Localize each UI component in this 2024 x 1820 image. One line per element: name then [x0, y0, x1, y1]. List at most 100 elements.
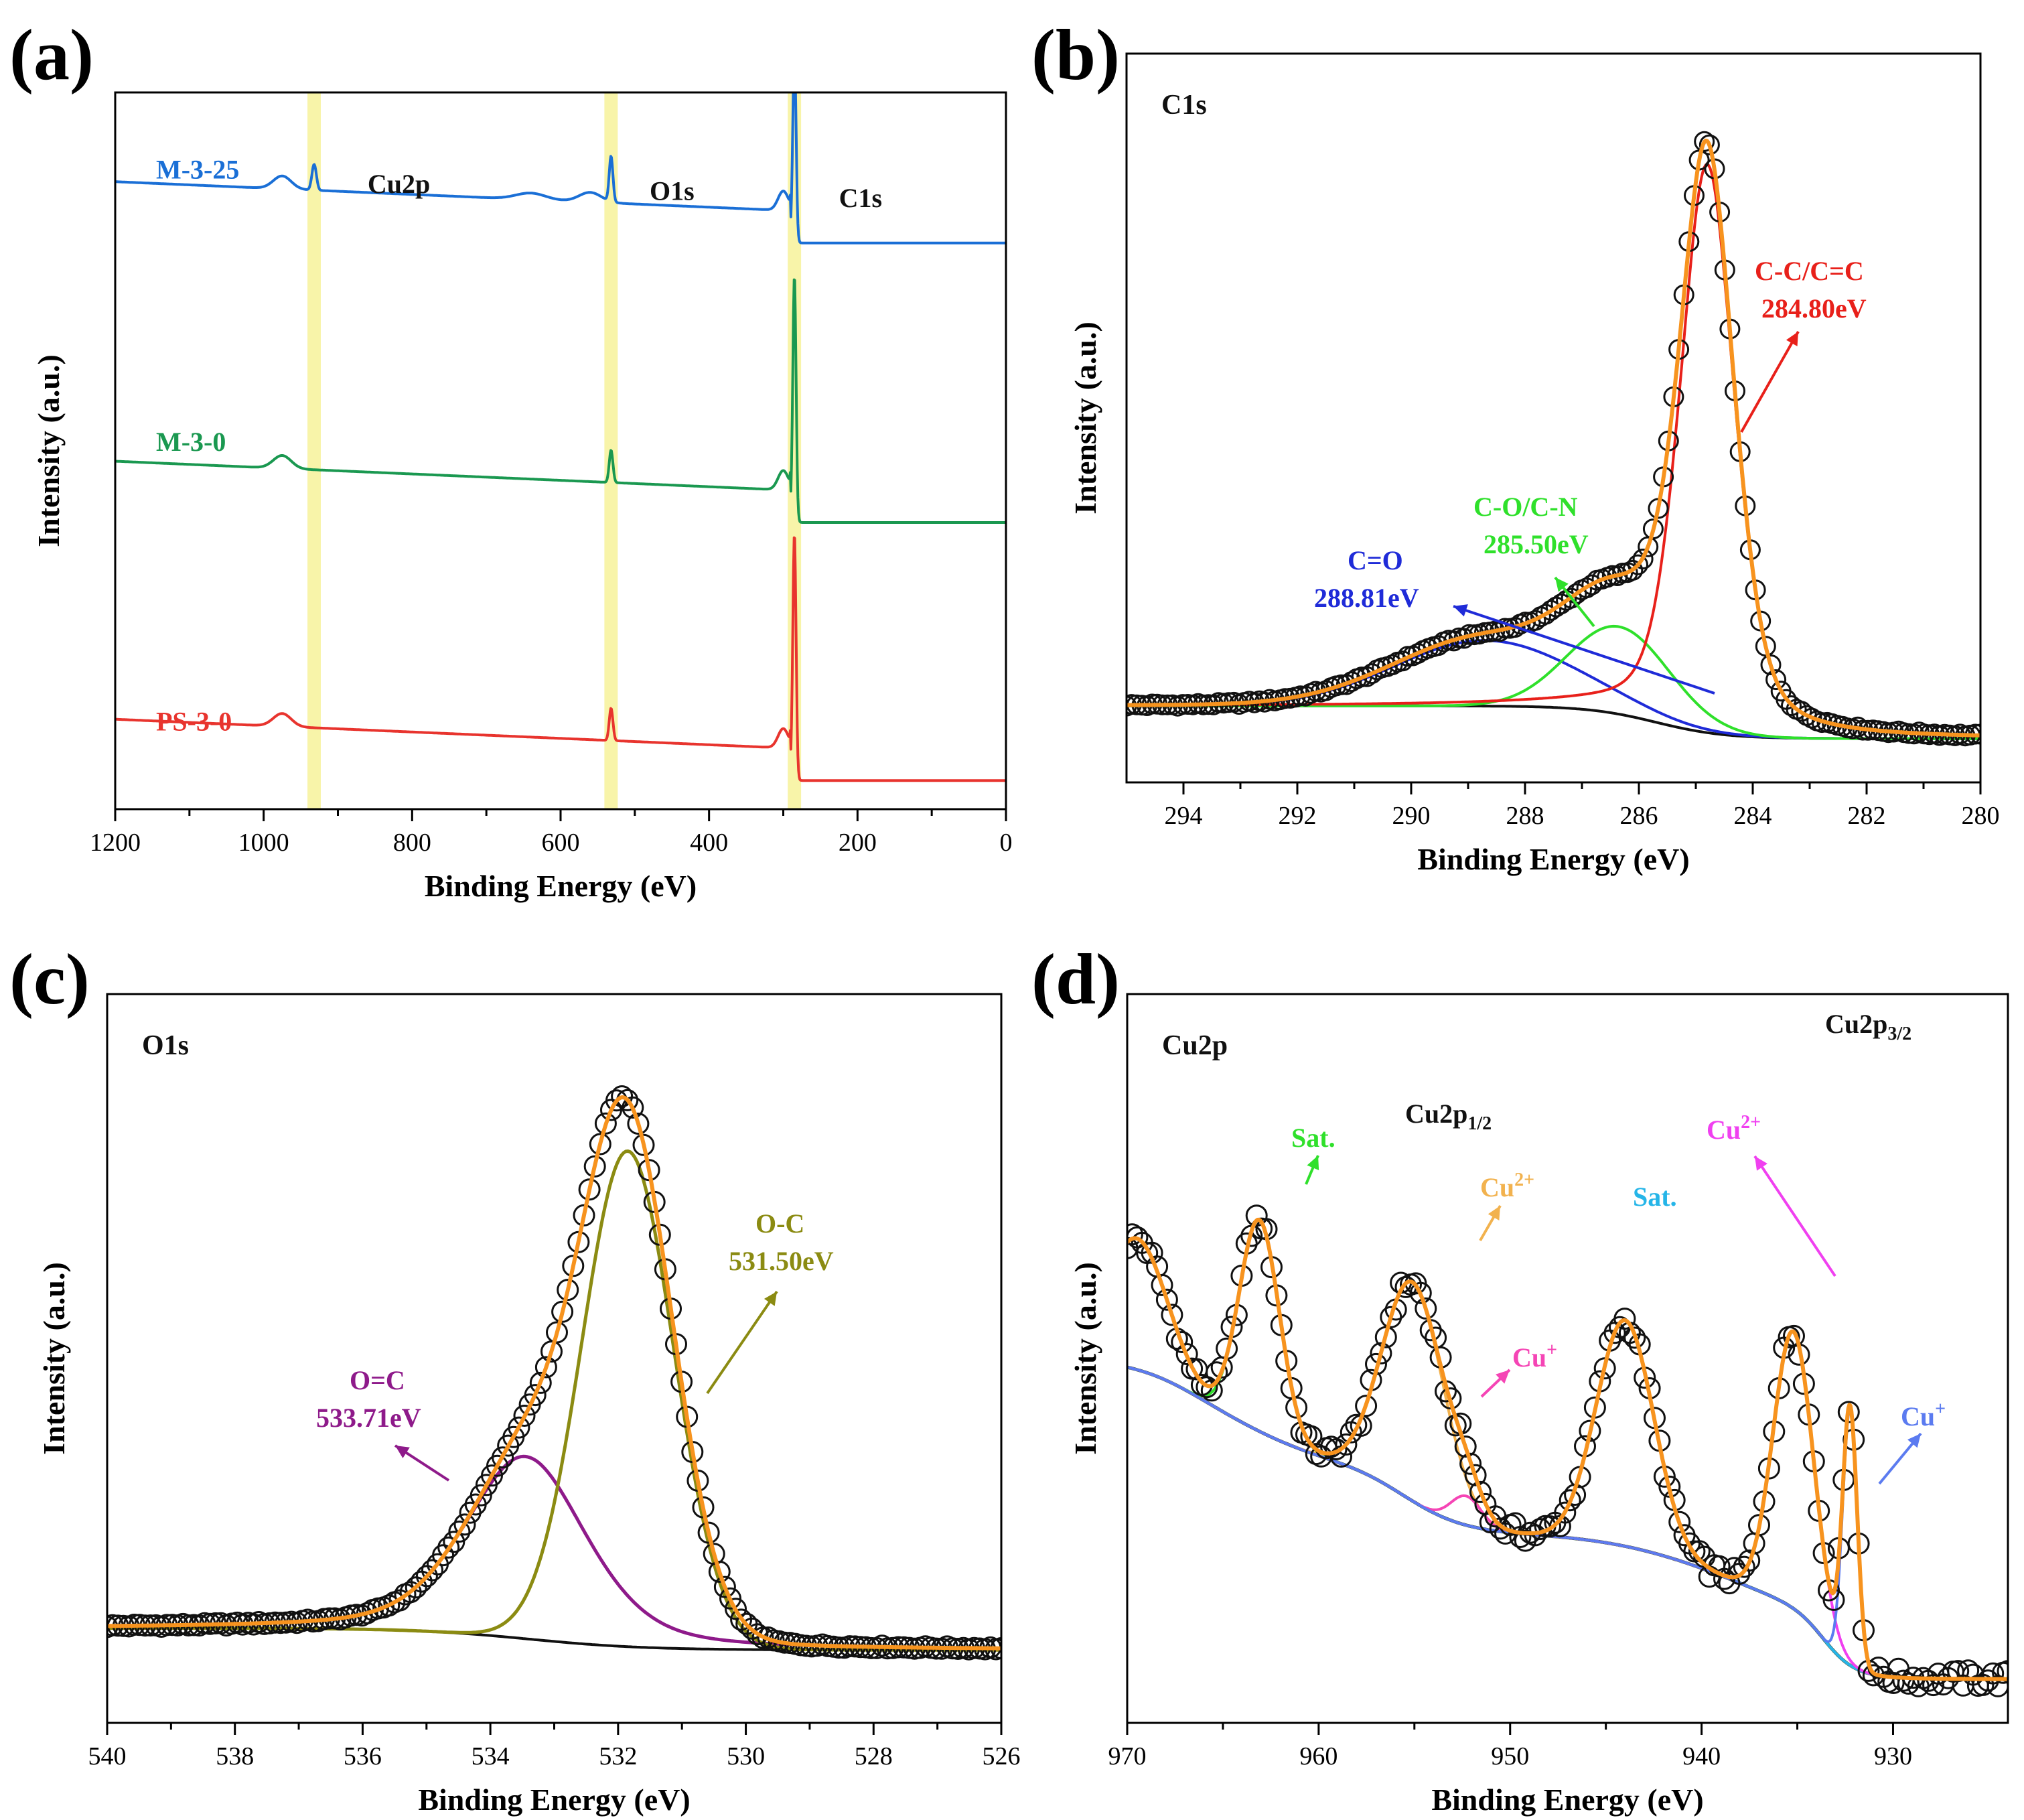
data-point	[513, 1405, 536, 1427]
data-point	[448, 1521, 471, 1543]
arrow-cu2-2p12-head	[1488, 1206, 1500, 1220]
data-point	[1668, 1511, 1691, 1533]
data-point	[1576, 577, 1597, 599]
x-tick-label: 536	[344, 1742, 382, 1770]
data-point	[1409, 1281, 1432, 1304]
panel-label: (d)	[1031, 940, 1120, 1020]
data-point	[1982, 1662, 2005, 1685]
data-point	[356, 1602, 378, 1624]
data-point	[1535, 604, 1557, 625]
label-sat-1: Sat.	[1291, 1123, 1335, 1153]
data-point	[1986, 1675, 2008, 1697]
panel-c: O-C 531.50eV O=C 533.71eV 540 538 536 534 532 530…	[9, 940, 1021, 1817]
data-point	[1765, 669, 1787, 691]
x-tick-label: 0	[1000, 829, 1013, 857]
arrow-sat-1-head	[1307, 1156, 1319, 1170]
label-o-c-name: O-C	[755, 1208, 804, 1239]
region-label-cu2p: Cu2p	[368, 169, 430, 199]
x-tick-label: 534	[472, 1742, 510, 1770]
label-sat-2: Sat.	[1633, 1182, 1677, 1212]
x-tick-label: 284	[1734, 802, 1772, 830]
data-point	[1356, 666, 1378, 687]
peak-sat-1	[1127, 1218, 2008, 1681]
arrow-c-eq-o	[1453, 605, 1715, 695]
x-tick-label: 280	[1962, 802, 2000, 830]
x-tick-label: 286	[1620, 802, 1658, 830]
data-point	[1325, 1438, 1348, 1460]
x-tick-label: 294	[1165, 802, 1203, 830]
data-point	[1632, 549, 1654, 569]
data-point	[562, 1255, 585, 1277]
data-point	[1801, 707, 1822, 729]
data-point	[1559, 1489, 1581, 1512]
data-point	[443, 1531, 465, 1553]
label-o-eq-c-name: O=C	[350, 1365, 405, 1395]
label-cu2-2p12: Cu2+	[1480, 1170, 1534, 1202]
data-point	[1698, 134, 1720, 155]
data-point	[1464, 1464, 1487, 1486]
arrow-o-c-head	[764, 1291, 777, 1306]
data-point	[1175, 1343, 1198, 1365]
x-axis-label: Binding Energy (eV)	[418, 1782, 690, 1817]
label-c-c-value: 284.80eV	[1761, 293, 1867, 324]
data-point	[1550, 593, 1572, 615]
data-point	[1760, 654, 1782, 675]
data-point	[622, 1096, 644, 1119]
data-point	[713, 1576, 736, 1598]
panel-label: (c)	[9, 940, 90, 1020]
x-tick-label: 940	[1682, 1742, 1721, 1770]
arrow-cu1-2p32-head	[1907, 1433, 1921, 1448]
raw-data-points	[1127, 131, 1980, 747]
data-point	[1509, 1526, 1532, 1548]
plot-area-c	[107, 1085, 1001, 1661]
x-tick-label: 290	[1392, 802, 1431, 830]
arrow-cu2-2p32	[1753, 1155, 1836, 1277]
highlight-band-cu2p	[307, 92, 321, 809]
spectrum-line-ps-3-0	[115, 536, 1006, 782]
raw-data-points	[107, 1085, 1001, 1661]
data-point	[1554, 1501, 1577, 1524]
data-point	[1454, 1436, 1477, 1458]
arrow-c-o-head	[1555, 577, 1569, 592]
data-point	[1151, 1273, 1173, 1296]
data-point	[1733, 1555, 1755, 1578]
x-axis-label: Binding Energy (eV)	[425, 869, 697, 903]
x-tick-label: 400	[690, 829, 728, 857]
data-point	[719, 1587, 741, 1610]
data-point	[1738, 1549, 1761, 1572]
data-point	[534, 1356, 557, 1379]
data-point	[757, 1626, 780, 1649]
label-cu1-2p32: Cu+	[1901, 1399, 1946, 1431]
data-point	[573, 1204, 595, 1227]
panel-d: Cu2p1/2 Cu2p3/2 Sat. Cu2+ Cu+ Sat. Cu2+ Cu+ 970 9…	[1031, 940, 2009, 1817]
data-point	[1623, 1326, 1646, 1349]
x-tick-label: 540	[88, 1742, 127, 1770]
x-tick-label: 200	[839, 829, 877, 857]
panel-label: (b)	[1031, 15, 1120, 95]
data-point	[578, 1178, 601, 1201]
x-tick-label: 288	[1506, 802, 1544, 830]
data-point	[492, 1446, 514, 1469]
core-level-label: C1s	[1161, 90, 1207, 121]
data-point	[1415, 1297, 1437, 1320]
data-point	[1791, 701, 1812, 722]
x-axis-label: Binding Energy (eV)	[1417, 842, 1689, 876]
arrow-o-c	[706, 1290, 778, 1395]
core-level-label: O1s	[142, 1030, 189, 1061]
fit-envelope	[1127, 1217, 2008, 1681]
data-point	[1127, 1226, 1149, 1249]
peak-c-o-c-n	[1127, 624, 1980, 740]
region-label-o1s: O1s	[650, 176, 695, 206]
data-point	[421, 1559, 443, 1582]
panel-b: C-C/C=C 284.80eV C-O/C-N 285.50eV C=O 288.81e…	[1031, 15, 2000, 876]
data-point	[594, 1112, 617, 1135]
x-tick-label: 538	[216, 1742, 254, 1770]
data-point	[1997, 1660, 2008, 1683]
label-cu1-2p12: Cu+	[1512, 1340, 1557, 1373]
data-point	[1525, 610, 1546, 631]
data-point	[1355, 1395, 1378, 1417]
data-point	[1335, 1433, 1358, 1456]
data-point	[1628, 554, 1648, 575]
data-point	[378, 1594, 401, 1617]
